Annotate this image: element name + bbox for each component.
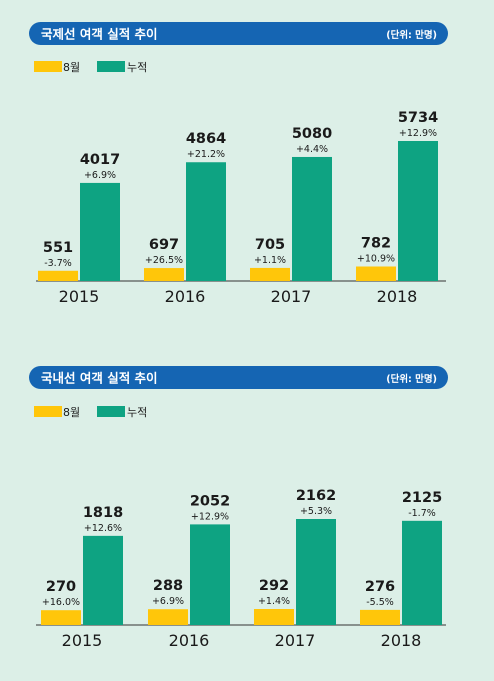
value-label-monthly-2018: 782 (361, 236, 391, 252)
value-label-monthly-2015: 551 (43, 240, 73, 256)
value-label-cumulative-2017: 5080 (292, 126, 332, 142)
x-tick-label-2015: 2015 (59, 287, 100, 306)
value-label-cumulative-2016: 4864 (186, 131, 226, 147)
bar-monthly-2018 (356, 266, 396, 281)
x-tick-label-2018: 2018 (381, 631, 422, 650)
value-label-cumulative-2015: 1818 (83, 505, 123, 521)
chart-legend: 8월 누적 (34, 61, 147, 74)
value-label-monthly-2016: 288 (153, 578, 183, 594)
bar-monthly-2018 (360, 609, 400, 625)
x-tick-label-2016: 2016 (165, 287, 206, 306)
value-label-monthly-2016: 697 (149, 237, 179, 253)
change-label-monthly-2018: +10.9% (357, 254, 395, 265)
change-label-monthly-2015: +16.0% (42, 597, 80, 608)
bar-monthly-2016 (148, 609, 188, 625)
value-label-monthly-2017: 292 (259, 578, 289, 594)
value-label-cumulative-2018: 2125 (402, 490, 442, 506)
change-label-monthly-2016: +6.9% (152, 596, 184, 607)
change-label-cumulative-2018: -1.7% (408, 508, 436, 519)
change-label-cumulative-2018: +12.9% (399, 128, 437, 139)
bar-cumulative-2016 (186, 162, 226, 281)
legend-swatch-monthly (34, 406, 62, 417)
value-label-monthly-2017: 705 (255, 237, 285, 253)
bar-cumulative-2017 (296, 519, 336, 625)
value-label-cumulative-2017: 2162 (296, 488, 336, 504)
chart-legend: 8월 누적 (34, 406, 147, 419)
change-label-cumulative-2017: +5.3% (300, 506, 332, 517)
legend-swatch-cumulative (97, 406, 125, 417)
value-label-cumulative-2018: 5734 (398, 110, 438, 126)
chart-unit: (단위: 만명) (386, 373, 437, 385)
bar-monthly-2015 (38, 270, 78, 281)
x-tick-label-2015: 2015 (62, 631, 103, 650)
value-label-monthly-2015: 270 (46, 579, 76, 595)
bar-monthly-2017 (250, 267, 290, 281)
change-label-cumulative-2017: +4.4% (296, 144, 328, 155)
bar-cumulative-2018 (398, 141, 438, 281)
change-label-monthly-2017: +1.1% (254, 255, 286, 266)
legend-label-cumulative: 누적 (127, 406, 147, 419)
x-tick-label-2017: 2017 (271, 287, 312, 306)
chart-header-bar (29, 366, 448, 389)
change-label-cumulative-2016: +21.2% (187, 149, 225, 160)
bar-cumulative-2016 (190, 524, 230, 625)
chart-title: 국내선 여객 실적 추이 (41, 371, 158, 386)
bar-cumulative-2017 (292, 156, 332, 281)
x-tick-label-2017: 2017 (275, 631, 316, 650)
x-tick-label-2018: 2018 (377, 287, 418, 306)
change-label-monthly-2017: +1.4% (258, 596, 290, 607)
change-label-cumulative-2015: +6.9% (84, 170, 116, 181)
bar-cumulative-2015 (83, 535, 123, 625)
chart-panel-1: 국제선 여객 실적 추이 (단위: 만명) 8월 누적 551 -3.7% 4017 +6.9… (29, 22, 448, 306)
chart-header-bar (29, 22, 448, 45)
legend-label-monthly: 8월 (63, 61, 80, 74)
legend-swatch-cumulative (97, 61, 125, 72)
bar-cumulative-2015 (80, 182, 120, 281)
change-label-cumulative-2015: +12.6% (84, 523, 122, 534)
chart-unit: (단위: 만명) (386, 29, 437, 41)
chart-title: 국제선 여객 실적 추이 (41, 27, 158, 42)
legend-swatch-monthly (34, 61, 62, 72)
bar-monthly-2017 (254, 609, 294, 625)
bar-cumulative-2018 (402, 520, 442, 625)
value-label-cumulative-2015: 4017 (80, 152, 120, 168)
value-label-cumulative-2016: 2052 (190, 493, 230, 509)
change-label-monthly-2018: -5.5% (366, 597, 394, 608)
legend-label-cumulative: 누적 (127, 61, 147, 74)
value-label-monthly-2018: 276 (365, 579, 395, 595)
change-label-monthly-2015: -3.7% (44, 258, 72, 269)
chart-panel-2: 국내선 여객 실적 추이 (단위: 만명) 8월 누적 270 +16.0% 1818 +12… (29, 366, 448, 650)
bar-monthly-2015 (41, 610, 81, 625)
change-label-cumulative-2016: +12.9% (191, 511, 229, 522)
bar-monthly-2016 (144, 268, 184, 281)
legend-label-monthly: 8월 (63, 406, 80, 419)
x-tick-label-2016: 2016 (169, 631, 210, 650)
change-label-monthly-2016: +26.5% (145, 255, 183, 266)
